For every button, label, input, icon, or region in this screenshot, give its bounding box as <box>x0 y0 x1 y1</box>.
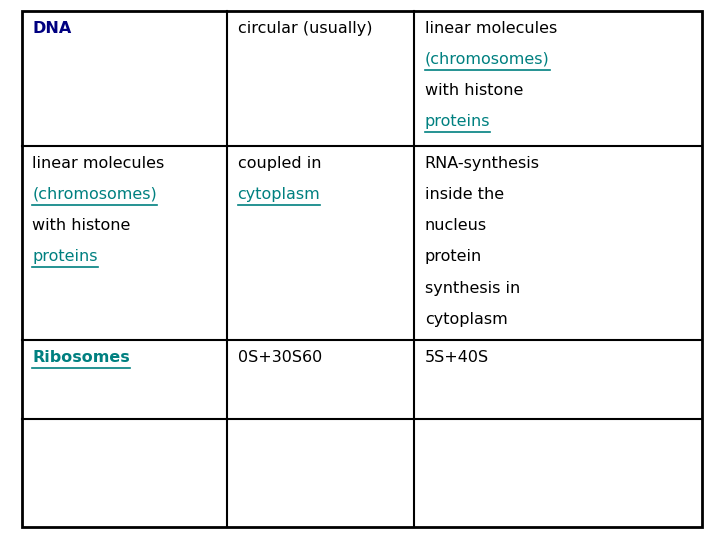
Text: proteins: proteins <box>425 114 490 130</box>
Text: 0S+30S60: 0S+30S60 <box>238 350 322 365</box>
Text: DNA: DNA <box>32 21 72 36</box>
Text: synthesis in: synthesis in <box>425 281 520 296</box>
Text: linear molecules: linear molecules <box>32 156 165 171</box>
Text: proteins: proteins <box>32 249 98 265</box>
Text: circular (usually): circular (usually) <box>238 21 372 36</box>
Text: coupled in: coupled in <box>238 156 321 171</box>
Text: linear molecules: linear molecules <box>425 21 557 36</box>
Text: inside the: inside the <box>425 187 504 202</box>
Text: protein: protein <box>425 249 482 265</box>
Text: with histone: with histone <box>32 218 131 233</box>
Text: Ribosomes: Ribosomes <box>32 350 130 365</box>
Text: (chromosomes): (chromosomes) <box>425 52 549 67</box>
Text: cytoplasm: cytoplasm <box>238 187 320 202</box>
Text: with histone: with histone <box>425 83 523 98</box>
Text: (chromosomes): (chromosomes) <box>32 187 157 202</box>
Text: cytoplasm: cytoplasm <box>425 312 508 327</box>
Text: nucleus: nucleus <box>425 218 487 233</box>
Text: 5S+40S: 5S+40S <box>425 350 489 365</box>
Text: RNA-synthesis: RNA-synthesis <box>425 156 540 171</box>
